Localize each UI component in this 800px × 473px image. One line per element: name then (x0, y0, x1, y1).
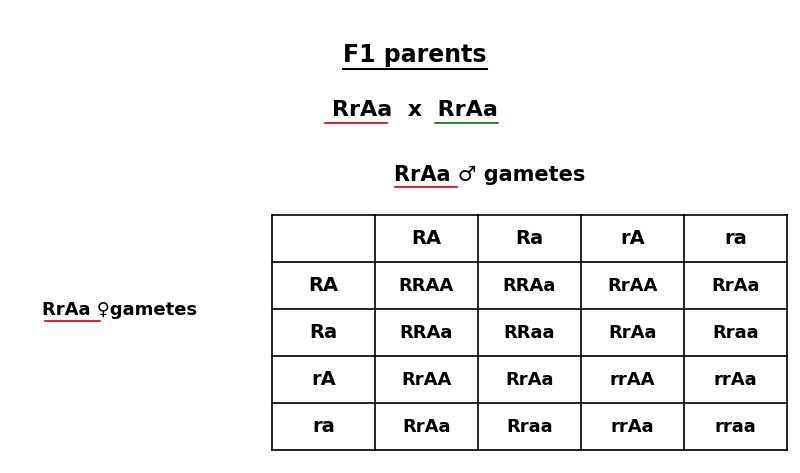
Text: rrAa: rrAa (714, 370, 758, 388)
Text: RrAA: RrAA (607, 277, 658, 295)
Text: RrAa: RrAa (402, 418, 450, 436)
Text: Ra: Ra (515, 229, 543, 248)
Text: rrAa: rrAa (610, 418, 654, 436)
Text: RrAa: RrAa (608, 324, 657, 342)
Text: RRAA: RRAA (399, 277, 454, 295)
Text: rrAA: rrAA (610, 370, 655, 388)
Text: RRaa: RRaa (504, 324, 555, 342)
Text: RRAa: RRAa (503, 277, 556, 295)
Text: Rraa: Rraa (712, 324, 759, 342)
Text: rA: rA (620, 229, 645, 248)
Text: rA: rA (311, 370, 336, 389)
Text: Rraa: Rraa (506, 418, 553, 436)
Text: RA: RA (411, 229, 442, 248)
Text: F1 parents: F1 parents (343, 43, 486, 67)
Text: RRAa: RRAa (400, 324, 453, 342)
Text: Ra: Ra (310, 323, 338, 342)
Text: RrAa: RrAa (506, 370, 554, 388)
Text: RrAa ♀gametes: RrAa ♀gametes (42, 301, 198, 319)
Text: ra: ra (312, 417, 335, 436)
Text: RrAa  x  RrAa: RrAa x RrAa (332, 100, 498, 120)
Text: rraa: rraa (714, 418, 756, 436)
Text: RA: RA (309, 276, 338, 295)
Text: RrAa ♂ gametes: RrAa ♂ gametes (394, 165, 586, 185)
Text: RrAa: RrAa (711, 277, 760, 295)
Text: ra: ra (724, 229, 747, 248)
Text: RrAA: RrAA (402, 370, 452, 388)
